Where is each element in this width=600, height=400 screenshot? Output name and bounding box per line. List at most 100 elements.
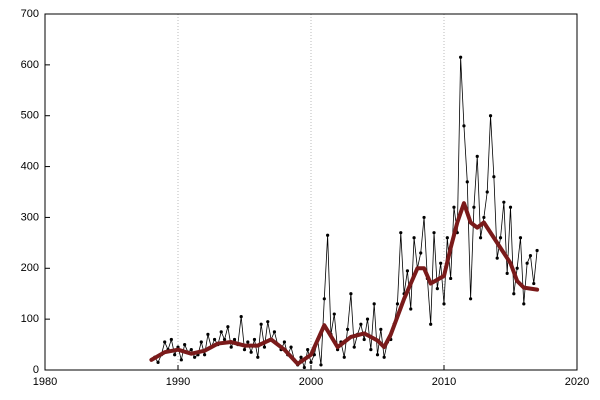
data-point [472,205,476,209]
data-point [442,302,446,306]
data-point [465,180,469,184]
data-point [382,355,386,359]
data-point [532,281,536,286]
data-point [405,269,410,273]
data-point [322,297,326,301]
y-tick-label: 200 [21,262,39,274]
data-point [226,325,230,329]
data-point [252,337,257,342]
data-point [478,236,483,240]
data-point [399,231,403,235]
data-point [432,231,436,235]
data-point [299,355,303,359]
data-point [246,340,250,344]
data-point [256,355,260,359]
data-point [342,355,346,359]
data-point [488,114,493,118]
data-point [179,358,183,362]
data-point [459,55,463,59]
data-point [482,215,486,220]
data-point [412,236,416,240]
data-point [422,215,426,220]
data-point [525,261,529,265]
data-point [203,353,207,357]
data-point [266,320,270,324]
data-point [332,312,336,316]
data-point [349,292,353,296]
data-point [222,337,227,342]
data-point [306,348,310,352]
data-point [485,190,489,194]
data-point [362,337,366,342]
smooth-line [149,201,540,366]
x-tick-label: 1980 [33,376,57,388]
data-point [439,261,443,265]
data-point [445,236,449,240]
data-point [259,322,263,326]
data-point [309,360,313,364]
data-point [302,365,306,370]
y-tick-label: 700 [21,8,39,20]
data-point [282,340,286,344]
data-point [289,345,293,349]
data-point [379,327,383,331]
data-point [372,302,376,306]
y-tick-label: 600 [21,59,39,71]
data-point [522,302,526,306]
data-point [452,205,456,209]
data-point [163,340,167,344]
data-point [528,253,533,258]
data-point [359,322,363,326]
data-point [475,154,479,158]
data-point [435,287,439,291]
data-point [242,348,247,352]
data-point [212,337,217,342]
data-point [262,345,267,349]
data-point [535,248,539,253]
data-point [352,345,356,349]
data-point [462,124,466,128]
data-point [505,271,509,275]
data-point [369,348,373,352]
data-point [429,322,433,326]
data-point [319,363,323,367]
data-point [169,337,173,342]
data-point [239,315,243,319]
data-point [515,266,519,270]
data-point [375,353,380,357]
data-point [518,236,523,240]
data-point [365,317,370,321]
data-point [189,348,193,352]
data-point [508,205,513,209]
data-point [219,330,223,334]
data-point [326,233,330,237]
data-point [492,175,496,179]
data-point [229,345,233,349]
data-point [206,332,210,336]
data-point [232,337,237,342]
data-point [249,350,253,354]
y-tick-label: 400 [21,160,39,172]
data-point [272,330,277,334]
x-tick-label: 1990 [166,376,190,388]
data-point [502,200,506,204]
plot-frame [44,13,578,371]
data-point [469,297,473,301]
data-point [199,340,203,344]
x-tick-label: 2000 [299,376,323,388]
data-point [173,353,177,357]
data-point [183,342,187,347]
y-tick-label: 0 [33,364,39,376]
data-point [512,292,516,296]
y-tick-label: 100 [21,313,39,325]
data-point [345,327,350,331]
data-point [419,251,423,255]
data-point [395,302,400,306]
data-point [498,236,503,240]
x-tick-label: 2010 [432,376,456,388]
y-tick-label: 500 [21,110,39,122]
data-point [449,276,453,281]
data-point [409,307,413,311]
